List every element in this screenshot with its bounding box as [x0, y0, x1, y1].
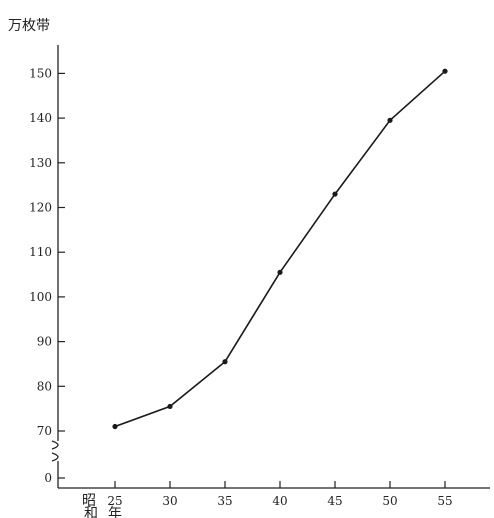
x-axis-ticks: 25 30 35 40 45 50 55	[107, 481, 453, 508]
data-point	[222, 359, 228, 365]
data-point	[332, 191, 338, 197]
y-axis-ticks: 0 70 80 90 100 110 120 130 140 150	[29, 66, 65, 485]
data-point	[277, 269, 283, 275]
x-prefix-label-3: 年	[108, 506, 122, 518]
data-point	[112, 423, 118, 430]
x-tick-label: 30	[162, 494, 177, 508]
x-tick-label: 25	[107, 494, 122, 508]
x-tick-label: 50	[382, 494, 397, 508]
x-prefix-label-1: 昭	[82, 493, 96, 509]
x-tick-label: 40	[272, 494, 287, 508]
x-tick-label: 35	[217, 494, 232, 508]
y-tick-label: 80	[37, 379, 52, 393]
series-line	[114, 70, 446, 428]
data-point	[387, 117, 393, 123]
y-tick-label: 0	[44, 471, 52, 485]
y-axis-label: 万枚带	[8, 18, 50, 34]
x-tick-label: 45	[327, 494, 342, 508]
y-tick-label: 70	[37, 424, 52, 438]
data-points	[112, 68, 448, 430]
x-prefix-label-2: 和	[84, 506, 98, 518]
y-tick-label: 90	[37, 335, 52, 349]
y-tick-label: 130	[29, 156, 52, 170]
y-tick-label: 140	[29, 111, 52, 125]
data-point	[442, 68, 448, 74]
y-tick-label: 110	[29, 245, 52, 259]
axis-break-symbol	[51, 440, 59, 462]
y-tick-label: 150	[29, 66, 52, 80]
x-tick-label: 55	[437, 494, 452, 508]
y-tick-label: 100	[29, 290, 52, 304]
data-point	[167, 403, 173, 410]
y-tick-label: 120	[29, 201, 52, 215]
